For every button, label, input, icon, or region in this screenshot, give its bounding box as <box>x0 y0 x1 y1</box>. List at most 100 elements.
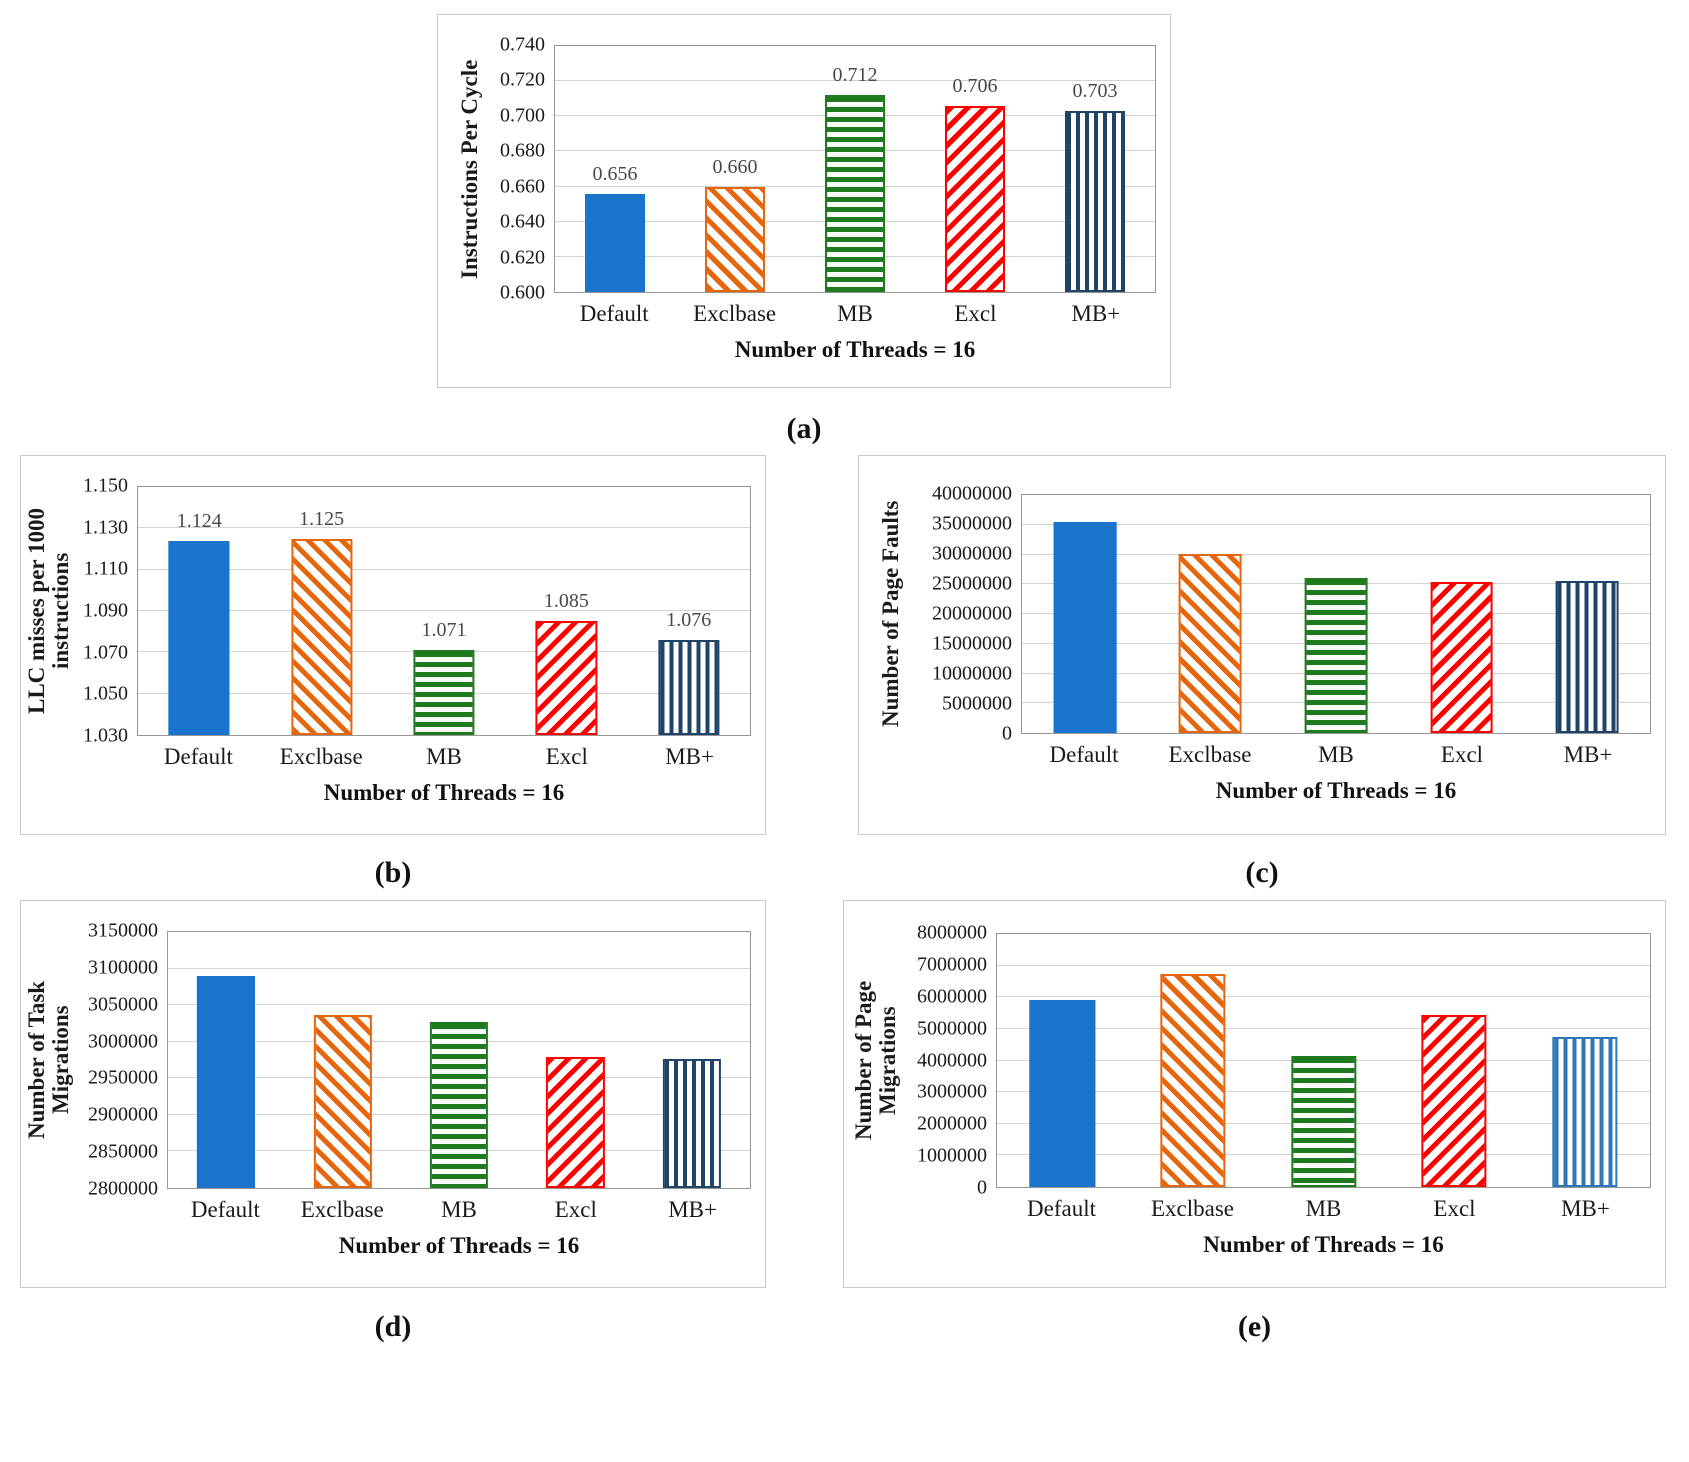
chart-a-x-axis-title: Number of Threads = 16 <box>734 337 976 362</box>
chart-e-y-tick-label: 2000000 <box>917 1112 987 1135</box>
bar-exclbase <box>1178 553 1242 733</box>
chart-e-plot-area <box>996 933 1651 1188</box>
chart-a-y-tick-label: 0.600 <box>500 281 545 304</box>
caption-a: (a) <box>786 412 822 445</box>
chart-d-gridline <box>168 1004 750 1006</box>
category-label-mb-plus: MB+ <box>665 744 714 769</box>
chart-d-y-tick-labels: 2800000 2850000 2900000 2950000 3000000 30500… <box>67 920 167 1200</box>
chart-d-y-tick-label: 3050000 <box>88 993 158 1016</box>
chart-e-y-tick-label: 3000000 <box>917 1080 987 1103</box>
chart-d-y-tick-label: 2900000 <box>88 1103 158 1126</box>
data-label-excl: 1.085 <box>543 590 589 613</box>
chart-b-gridline <box>138 610 750 611</box>
chart-c-y-tick-label: 40000000 <box>932 482 1012 505</box>
category-label-mb: MB <box>426 744 462 769</box>
bar-mb <box>429 1021 489 1188</box>
data-label-mb-plus: 0.703 <box>1072 80 1118 103</box>
chart-b-x-axis-title: Number of Threads = 16 <box>323 780 565 805</box>
chart-c-gridline <box>1022 523 1650 525</box>
caption-d: (d) <box>374 1310 412 1343</box>
chart-a-y-tick-labels: 0.600 0.620 0.640 0.660 0.680 0.700 0.720 0.740 <box>488 34 554 304</box>
chart-d-y-tick-label: 2800000 <box>88 1177 158 1200</box>
chart-d-category-labels: Default Exclbase MB Excl MB+ <box>167 1189 751 1223</box>
bar-mb-plus <box>1555 581 1619 733</box>
chart-c-y-tick-labels: 0 5000000 10000000 15000000 20000000 25000000… <box>909 483 1021 745</box>
chart-c-y-tick-label: 20000000 <box>932 602 1012 625</box>
chart-b-category-labels: Default Exclbase MB Excl MB+ <box>137 736 751 770</box>
bar-default <box>1053 521 1117 733</box>
chart-c-y-tick-label: 30000000 <box>932 542 1012 565</box>
chart-c-y-tick-label: 0 <box>1002 722 1012 745</box>
bar-mb <box>825 95 885 292</box>
chart-e-category-labels: Default Exclbase MB Excl MB+ <box>996 1188 1651 1222</box>
category-label-default: Default <box>190 1197 260 1222</box>
bar-excl <box>535 621 597 735</box>
chart-b-y-tick-label: 1.090 <box>83 599 128 622</box>
chart-d-y-tick-label: 2850000 <box>88 1140 158 1163</box>
chart-c-body: 0 5000000 10000000 15000000 20000000 25000000… <box>909 483 1651 804</box>
bar-mb <box>1304 578 1368 733</box>
chart-e-gridline <box>997 964 1650 966</box>
chart-a-y-tick-label: 0.720 <box>500 68 545 91</box>
chart-e-y-tick-labels: 0 1000000 2000000 3000000 4000000 5000000 6000… <box>894 922 996 1199</box>
chart-b-y-tick-label: 1.030 <box>83 724 128 747</box>
bar-mb <box>1290 1055 1357 1187</box>
chart-e-gridline <box>997 1027 1650 1029</box>
bar-excl <box>1430 581 1493 733</box>
category-label-excl: Excl <box>1440 742 1484 767</box>
chart-d-y-tick-label: 3150000 <box>88 919 158 942</box>
chart-c-y-tick-label: 35000000 <box>932 512 1012 535</box>
bar-exclbase <box>1160 973 1226 1187</box>
chart-a-y-tick-label: 0.620 <box>500 246 545 269</box>
bar-excl <box>945 105 1005 292</box>
category-label-exclbase: Exclbase <box>693 301 777 326</box>
chart-a-gridline <box>555 80 1155 82</box>
chart-d-gridline <box>168 967 750 969</box>
category-label-mb: MB <box>441 1197 477 1222</box>
bar-excl <box>1421 1014 1487 1187</box>
category-label-mb-plus: MB+ <box>1071 301 1121 326</box>
chart-a-y-tick-label: 0.660 <box>500 175 545 198</box>
chart-e-y-tick-label: 1000000 <box>917 1144 987 1167</box>
data-label-mb: 0.712 <box>832 64 878 87</box>
category-label-default: Default <box>163 744 233 769</box>
chart-c-plot-area <box>1021 494 1651 734</box>
chart-b-plot-area: 1.124 1.125 1.071 1.085 1.076 <box>137 486 751 736</box>
chart-d-y-tick-label: 3000000 <box>88 1030 158 1053</box>
chart-c-gridline <box>1022 553 1650 555</box>
caption-c: (c) <box>1245 856 1279 889</box>
bar-mb-plus <box>658 639 720 735</box>
bar-default <box>585 193 645 292</box>
chart-e-y-tick-label: 8000000 <box>917 921 987 944</box>
chart-b-y-tick-label: 1.110 <box>83 557 128 580</box>
chart-c-y-axis-title: Number of Page Faults <box>877 500 903 728</box>
chart-e-y-tick-label: 7000000 <box>917 953 987 976</box>
chart-a-plot-area: 0.656 0.660 0.712 0.706 0.703 <box>554 45 1156 293</box>
chart-c-y-tick-label: 25000000 <box>932 572 1012 595</box>
chart-b-y-axis-title: LLC misses per 1000 instructions <box>23 508 73 714</box>
category-label-mb-plus: MB+ <box>668 1197 717 1222</box>
bar-mb-plus <box>662 1058 721 1188</box>
data-label-mb-plus: 1.076 <box>666 608 712 631</box>
data-label-excl: 0.706 <box>952 74 998 97</box>
chart-b-gridline <box>138 568 750 570</box>
chart-e-x-axis-title: Number of Threads = 16 <box>1203 1232 1444 1257</box>
chart-c-category-labels: Default Exclbase MB Excl MB+ <box>1021 734 1651 768</box>
bar-default <box>168 540 230 735</box>
category-label-exclbase: Exclbase <box>300 1197 384 1222</box>
bar-excl <box>546 1057 605 1188</box>
bar-mb-plus <box>1552 1036 1618 1187</box>
bar-mb-plus <box>1065 111 1125 292</box>
chart-e-y-tick-label: 6000000 <box>917 985 987 1008</box>
chart-d-plot-area <box>167 931 751 1189</box>
category-label-mb-plus: MB+ <box>1563 742 1613 767</box>
chart-d-x-axis-title: Number of Threads = 16 <box>338 1233 580 1258</box>
data-label-default: 0.656 <box>592 162 638 185</box>
category-label-excl: Excl <box>554 1197 597 1222</box>
chart-e-body: 0 1000000 2000000 3000000 4000000 5000000 6000… <box>894 922 1651 1258</box>
data-label-mb: 1.071 <box>421 619 467 642</box>
chart-e-y-tick-label: 5000000 <box>917 1017 987 1040</box>
chart-b-body: 1.030 1.050 1.070 1.090 1.110 1.130 1.150 1.124… <box>67 475 751 806</box>
category-label-mb-plus: MB+ <box>1561 1196 1610 1221</box>
category-label-default: Default <box>579 301 649 326</box>
